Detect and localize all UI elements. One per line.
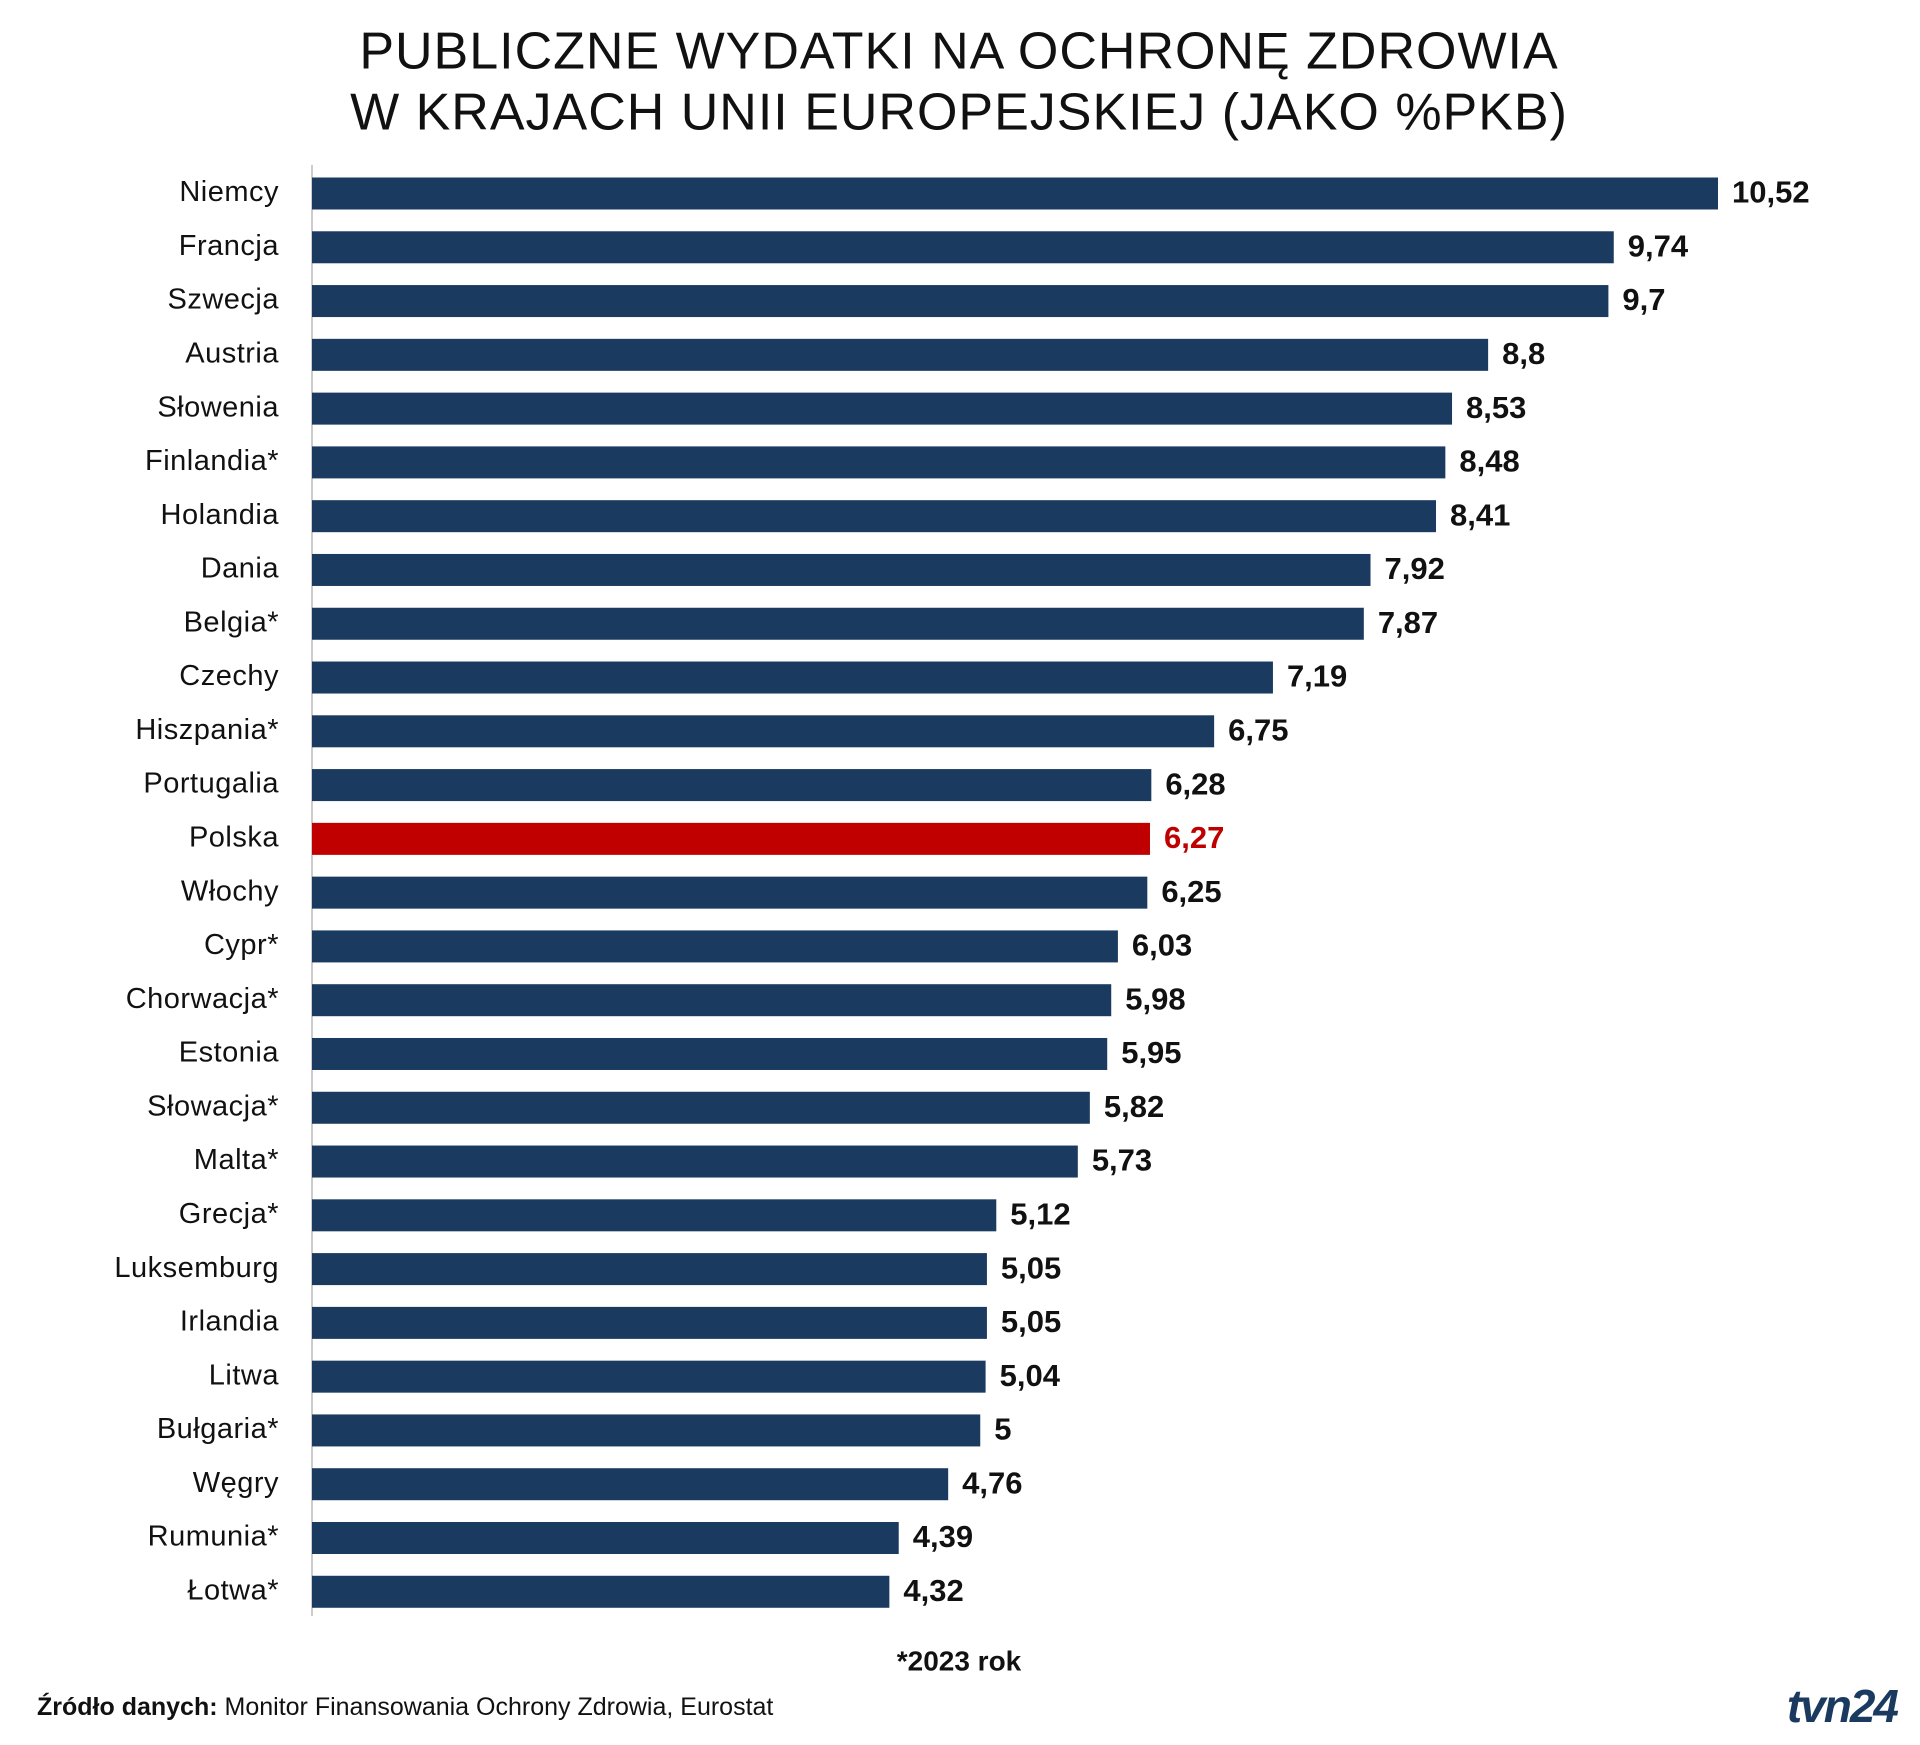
y-tick-label: Łotwa*	[187, 1574, 279, 1606]
y-tick-label: Francja	[179, 230, 280, 262]
y-tick-label: Szwecja	[168, 284, 280, 316]
value-label: 8,53	[1466, 390, 1526, 425]
bar	[312, 1199, 997, 1232]
y-tick-label: Grecja*	[179, 1198, 279, 1230]
value-label: 5,05	[1001, 1304, 1061, 1339]
y-tick-label: Finlandia*	[145, 445, 279, 477]
y-tick-label: Estonia	[179, 1037, 280, 1069]
bar	[312, 553, 1371, 586]
value-label: 5,73	[1092, 1143, 1152, 1178]
bar	[312, 392, 1453, 425]
value-label: 6,25	[1161, 874, 1221, 909]
source: Źródło danych: Monitor Finansowania Ochr…	[37, 1692, 773, 1721]
value-label: 10,52	[1732, 175, 1810, 210]
bar	[312, 607, 1364, 640]
bar	[312, 1575, 890, 1608]
footnote: *2023 rok	[897, 1645, 1022, 1676]
value-label: 9,74	[1628, 228, 1689, 263]
value-label: 8,48	[1459, 444, 1519, 479]
y-tick-label: Słowenia	[157, 391, 279, 423]
bar	[312, 231, 1614, 264]
value-label: 5,04	[1000, 1358, 1061, 1393]
value-label: 5	[994, 1412, 1011, 1447]
value-label: 8,41	[1450, 497, 1510, 532]
y-tick-label: Bułgaria*	[157, 1413, 279, 1445]
value-label: 4,32	[903, 1573, 963, 1608]
y-tick-label: Słowacja*	[147, 1090, 279, 1122]
value-label: 8,8	[1502, 336, 1545, 371]
bar	[312, 177, 1718, 210]
value-label: 7,92	[1385, 551, 1445, 586]
y-tick-label: Belgia*	[184, 606, 279, 638]
y-tick-label: Chorwacja*	[126, 983, 279, 1015]
bar	[312, 1522, 899, 1554]
y-tick-label: Austria	[185, 337, 279, 369]
y-tick-label: Czechy	[179, 660, 279, 692]
y-tick-label: Cypr*	[204, 929, 279, 961]
bar	[312, 1360, 986, 1393]
bar	[312, 661, 1273, 694]
y-tick-label: Dania	[201, 553, 280, 585]
chart-title: W KRAJACH UNII EUROPEJSKIEJ (JAKO %PKB)	[350, 84, 1568, 142]
value-label: 6,03	[1132, 928, 1192, 963]
bar	[312, 1091, 1090, 1124]
bar	[312, 1414, 981, 1447]
y-tick-label: Rumunia*	[148, 1521, 279, 1553]
value-label: 6,75	[1228, 712, 1288, 747]
y-tick-label: Niemcy	[179, 176, 279, 208]
bar	[312, 285, 1609, 318]
value-label: 5,82	[1104, 1089, 1164, 1124]
value-label: 5,12	[1010, 1197, 1070, 1232]
bar	[312, 1037, 1108, 1070]
bar	[312, 1468, 949, 1501]
value-label: 9,7	[1622, 282, 1665, 317]
bar	[312, 1306, 987, 1339]
value-label: 5,95	[1121, 1035, 1181, 1070]
y-tick-label: Węgry	[193, 1467, 279, 1499]
bar	[312, 984, 1112, 1017]
bar	[312, 1253, 987, 1286]
value-label: 4,39	[913, 1519, 973, 1554]
value-label: 6,28	[1165, 766, 1225, 801]
bar	[312, 930, 1118, 963]
y-tick-label: Irlandia	[180, 1306, 279, 1338]
value-label: 6,27	[1164, 820, 1224, 855]
value-label: 7,19	[1287, 659, 1347, 694]
value-label: 7,87	[1378, 605, 1438, 640]
y-tick-label: Holandia	[161, 499, 280, 531]
value-label: 4,76	[962, 1465, 1022, 1500]
chart-title: PUBLICZNE WYDATKI NA OCHRONĘ ZDROWIA	[359, 23, 1558, 81]
y-tick-label: Portugalia	[143, 768, 279, 800]
y-tick-label: Hiszpania*	[135, 714, 279, 746]
source-label: Źródło danych:	[37, 1692, 218, 1721]
bar	[312, 338, 1489, 371]
value-label: 5,98	[1125, 981, 1185, 1016]
value-label: 5,05	[1001, 1250, 1061, 1285]
y-tick-label: Polska	[189, 822, 279, 854]
bar	[312, 500, 1436, 533]
bar	[312, 1145, 1078, 1178]
bar	[312, 446, 1446, 479]
y-tick-label: Litwa	[209, 1359, 280, 1391]
bar	[312, 715, 1215, 748]
bar	[312, 769, 1152, 802]
y-tick-label: Włochy	[181, 875, 279, 907]
bar	[312, 822, 1150, 855]
logo: tvn24	[1787, 1680, 1899, 1732]
y-tick-label: Luksemburg	[114, 1252, 279, 1284]
bar	[312, 876, 1148, 909]
source-text: Monitor Finansowania Ochrony Zdrowia, Eu…	[225, 1693, 774, 1721]
y-tick-label: Malta*	[194, 1144, 279, 1176]
